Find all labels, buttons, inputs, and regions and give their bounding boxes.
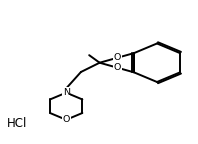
Text: HCl: HCl	[7, 118, 27, 130]
Text: O: O	[114, 63, 121, 72]
Text: N: N	[63, 88, 70, 97]
Text: O: O	[63, 115, 70, 124]
Text: O: O	[114, 53, 121, 62]
